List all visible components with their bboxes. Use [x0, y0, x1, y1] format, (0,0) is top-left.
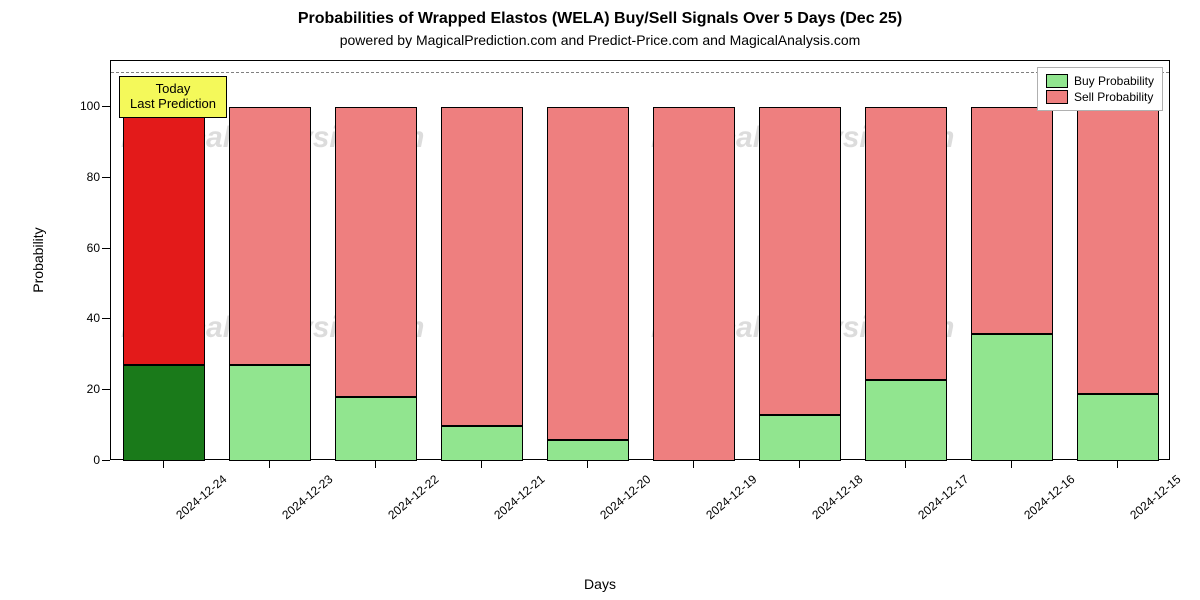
y-axis-label: Probability: [30, 227, 46, 292]
x-tick: [587, 460, 588, 468]
y-tick-label: 40: [87, 311, 100, 325]
y-tick-label: 20: [87, 382, 100, 396]
x-tick-label: 2024-12-17: [915, 472, 971, 522]
x-tick-label: 2024-12-18: [809, 472, 865, 522]
x-tick: [799, 460, 800, 468]
x-tick: [693, 460, 694, 468]
chart-title: Probabilities of Wrapped Elastos (WELA) …: [20, 10, 1180, 28]
y-tick-label: 80: [87, 170, 100, 184]
chart-subtitle: powered by MagicalPrediction.com and Pre…: [20, 32, 1180, 48]
x-tick: [163, 460, 164, 468]
x-tick-label: 2024-12-15: [1127, 472, 1183, 522]
y-tick-label: 100: [80, 99, 100, 113]
x-tick-label: 2024-12-24: [173, 472, 229, 522]
x-tick-label: 2024-12-19: [703, 472, 759, 522]
x-tick: [1011, 460, 1012, 468]
y-tick: [102, 106, 110, 107]
x-tick: [1117, 460, 1118, 468]
y-tick: [102, 248, 110, 249]
x-tick: [269, 460, 270, 468]
x-tick-label: 2024-12-23: [279, 472, 335, 522]
y-tick: [102, 177, 110, 178]
y-tick-label: 0: [93, 453, 100, 467]
y-tick: [102, 318, 110, 319]
chart-container: Probabilities of Wrapped Elastos (WELA) …: [0, 0, 1200, 600]
y-tick: [102, 460, 110, 461]
x-tick: [375, 460, 376, 468]
x-tick-label: 2024-12-21: [491, 472, 547, 522]
x-tick-label: 2024-12-20: [597, 472, 653, 522]
x-tick: [481, 460, 482, 468]
x-axis-label: Days: [0, 576, 1200, 592]
y-tick: [102, 389, 110, 390]
x-ticks: 2024-12-242024-12-232024-12-222024-12-21…: [110, 60, 1170, 460]
y-tick-label: 60: [87, 241, 100, 255]
x-tick-label: 2024-12-16: [1021, 472, 1077, 522]
x-tick: [905, 460, 906, 468]
x-tick-label: 2024-12-22: [385, 472, 441, 522]
plot-region: MagicalAnalysis.com MagicalAnalysis.com …: [110, 60, 1170, 460]
